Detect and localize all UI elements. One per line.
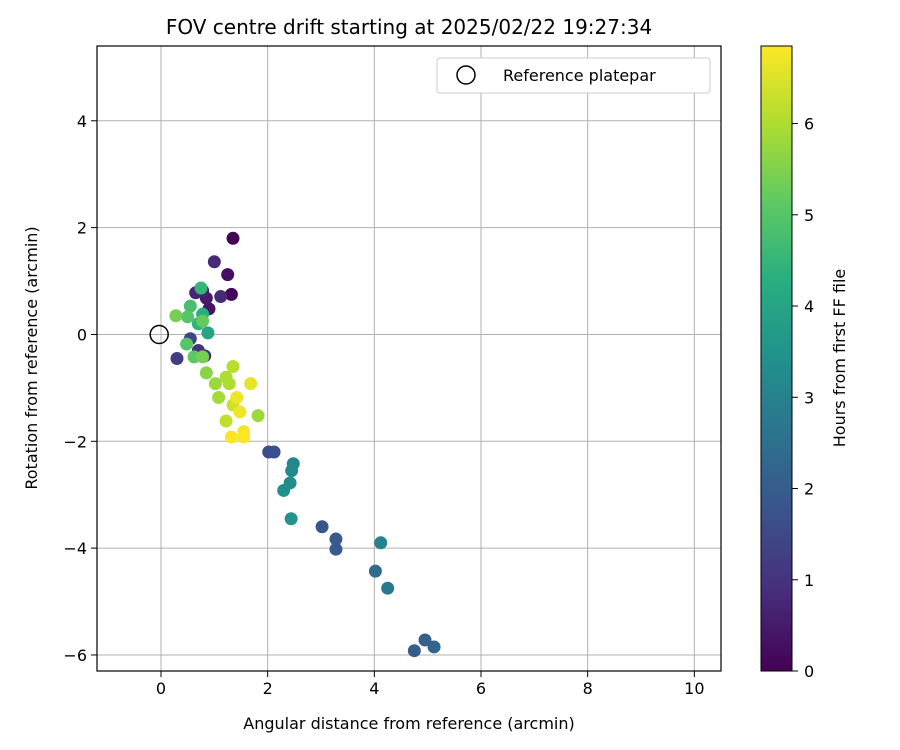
data-point bbox=[267, 445, 281, 459]
colorbar-gradient bbox=[760, 45, 793, 672]
data-point bbox=[208, 377, 222, 391]
data-point bbox=[226, 360, 240, 374]
y-axis-ticks: −6 −4 −2 0 2 4 bbox=[63, 112, 97, 665]
data-point bbox=[196, 350, 210, 364]
y-tick-label: −4 bbox=[63, 539, 87, 558]
x-tick-label: 4 bbox=[369, 679, 379, 698]
legend: Reference platepar bbox=[436, 57, 711, 94]
colorbar: 0 1 2 3 4 5 6 Hours from first FF file bbox=[760, 45, 849, 681]
x-tick-label: 6 bbox=[476, 679, 486, 698]
y-tick-label: 0 bbox=[77, 325, 87, 344]
x-tick-label: 10 bbox=[684, 679, 704, 698]
data-point bbox=[224, 287, 238, 301]
grid-lines bbox=[97, 46, 721, 671]
data-point bbox=[368, 564, 382, 578]
x-tick-label: 0 bbox=[156, 679, 166, 698]
colorbar-tick-label: 0 bbox=[804, 662, 814, 681]
data-point bbox=[329, 542, 343, 556]
data-point bbox=[180, 337, 194, 351]
data-point bbox=[407, 644, 421, 658]
data-point bbox=[230, 390, 244, 404]
colorbar-label: Hours from first FF file bbox=[830, 269, 849, 448]
chart-title: FOV centre drift starting at 2025/02/22 … bbox=[166, 15, 652, 39]
data-point bbox=[219, 370, 233, 384]
colorbar-ticks: 0 1 2 3 4 5 6 bbox=[792, 115, 814, 681]
colorbar-tick-label: 3 bbox=[804, 388, 814, 407]
data-point bbox=[244, 377, 258, 391]
y-tick-label: −2 bbox=[63, 432, 87, 451]
legend-reference-marker bbox=[456, 65, 476, 85]
y-tick-label: −6 bbox=[63, 646, 87, 665]
data-point bbox=[226, 231, 240, 245]
data-point bbox=[221, 268, 235, 282]
data-point bbox=[374, 536, 388, 550]
x-tick-label: 8 bbox=[583, 679, 593, 698]
data-point bbox=[214, 290, 228, 304]
data-point bbox=[201, 326, 215, 340]
legend-label-reference-platepar: Reference platepar bbox=[503, 66, 656, 85]
x-tick-label: 2 bbox=[263, 679, 273, 698]
data-point bbox=[212, 390, 226, 404]
data-point bbox=[233, 405, 247, 419]
data-point bbox=[237, 430, 251, 444]
reference-platepar-marker bbox=[149, 324, 169, 345]
data-point bbox=[224, 430, 238, 444]
data-point bbox=[183, 299, 197, 313]
data-point bbox=[329, 532, 343, 546]
y-axis-label: Rotation from reference (arcmin) bbox=[22, 226, 41, 489]
data-point bbox=[219, 414, 233, 428]
data-point bbox=[181, 310, 195, 324]
colorbar-tick-label: 1 bbox=[804, 571, 814, 590]
data-point bbox=[285, 464, 299, 478]
data-point bbox=[315, 520, 329, 534]
data-point bbox=[284, 512, 298, 526]
legend-box bbox=[436, 57, 711, 94]
plot-frame bbox=[96, 45, 722, 672]
data-points bbox=[169, 231, 441, 658]
data-point bbox=[418, 633, 432, 647]
x-axis-label: Angular distance from reference (arcmin) bbox=[243, 714, 574, 733]
data-point bbox=[170, 352, 184, 365]
data-point bbox=[169, 309, 183, 323]
data-point bbox=[277, 483, 291, 497]
colorbar-tick-label: 6 bbox=[804, 115, 814, 134]
data-point bbox=[199, 366, 213, 380]
data-point bbox=[196, 314, 210, 328]
y-tick-label: 2 bbox=[77, 219, 87, 238]
data-point bbox=[427, 640, 441, 654]
y-tick-label: 4 bbox=[77, 112, 87, 131]
colorbar-tick-label: 2 bbox=[804, 480, 814, 499]
colorbar-tick-label: 4 bbox=[804, 297, 814, 316]
colorbar-tick-label: 5 bbox=[804, 206, 814, 225]
data-point bbox=[251, 409, 265, 423]
data-point bbox=[207, 255, 221, 269]
data-point bbox=[381, 581, 395, 595]
x-axis-ticks: 0 2 4 6 8 10 bbox=[156, 671, 705, 698]
data-point bbox=[194, 281, 208, 295]
